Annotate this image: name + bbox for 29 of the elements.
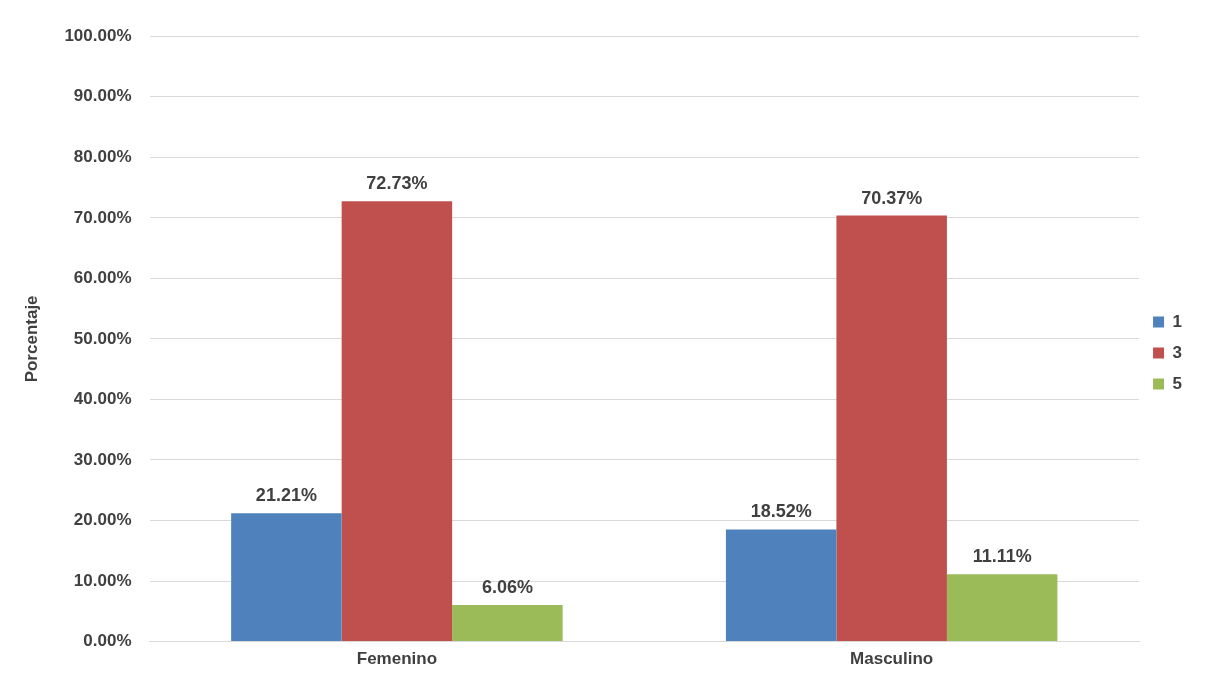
bar [452,604,563,642]
bar [836,215,947,642]
data-label: 11.11% [972,546,1032,567]
data-label: 6.06% [481,576,533,597]
y-tick-label: 80.00% [73,146,132,166]
bar [946,574,1058,642]
y-tick-label: 30.00% [73,449,132,469]
bar [341,201,453,642]
y-tick-label: 20.00% [73,510,132,530]
y-tick-label: 10.00% [73,570,132,590]
y-tick-label: 70.00% [73,207,132,227]
data-label: 18.52% [750,501,812,522]
legend-label: 5 [1172,373,1183,393]
y-tick-label: 90.00% [73,86,132,106]
data-label: 72.73% [366,173,428,194]
y-axis-title: Porcentaje [21,295,41,383]
legend-label: 1 [1172,311,1183,331]
x-tick-label: Masculino [850,649,934,669]
bar [231,513,342,642]
y-tick-label: 0.00% [83,631,132,651]
legend-label: 3 [1172,342,1183,362]
x-tick-label: Femenino [356,649,438,669]
y-tick-label: 100.00% [64,25,132,45]
y-tick-label: 60.00% [73,268,132,288]
y-tick-label: 40.00% [73,389,132,409]
data-label: 21.21% [255,485,317,506]
data-label: 70.37% [861,187,923,208]
y-tick-label: 50.00% [73,328,132,348]
bar [725,529,837,642]
